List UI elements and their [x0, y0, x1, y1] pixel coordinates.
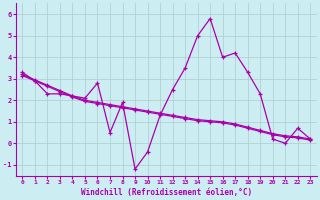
X-axis label: Windchill (Refroidissement éolien,°C): Windchill (Refroidissement éolien,°C): [81, 188, 252, 197]
